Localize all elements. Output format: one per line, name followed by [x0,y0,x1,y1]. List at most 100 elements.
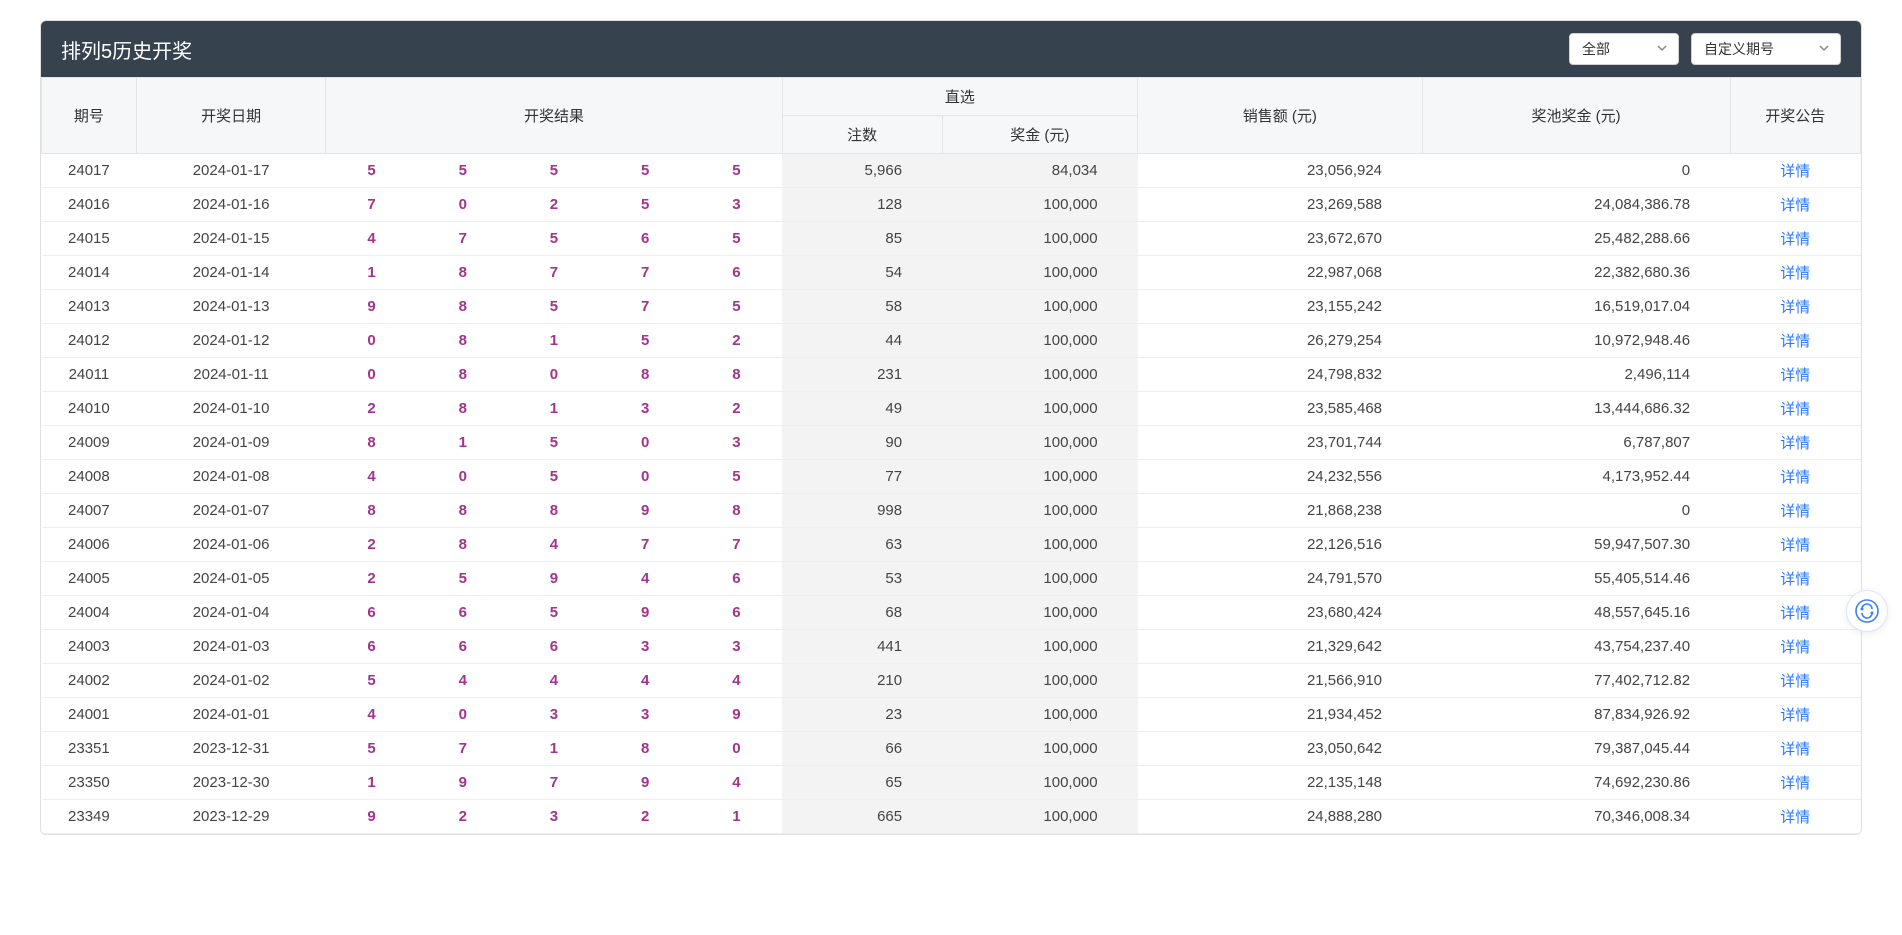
detail-link[interactable]: 详情 [1780,401,1810,418]
detail-link[interactable]: 详情 [1780,673,1810,690]
cell-ball: 4 [326,460,417,494]
cell-ball: 7 [508,256,599,290]
cell-issue: 24004 [42,596,137,630]
cell-sales: 24,232,556 [1138,460,1422,494]
cell-issue: 23350 [42,766,137,800]
cell-detail: 详情 [1730,222,1860,256]
filter-all-select[interactable]: 全部 [1569,33,1679,65]
detail-link[interactable]: 详情 [1780,537,1810,554]
cell-date: 2023-12-29 [136,800,326,834]
detail-link[interactable]: 详情 [1780,605,1810,622]
cell-date: 2024-01-03 [136,630,326,664]
detail-link[interactable]: 详情 [1780,163,1810,180]
cell-ball: 0 [417,188,508,222]
cell-ball: 1 [508,732,599,766]
cell-sales: 22,987,068 [1138,256,1422,290]
filter-custom-label: 自定义期号 [1704,39,1774,59]
cell-ball: 5 [600,188,691,222]
cell-ball: 7 [691,528,782,562]
cell-ball: 2 [691,392,782,426]
detail-link[interactable]: 详情 [1780,299,1810,316]
cell-date: 2024-01-02 [136,664,326,698]
cell-ball: 0 [600,426,691,460]
cell-sales: 23,269,588 [1138,188,1422,222]
cell-detail: 详情 [1730,324,1860,358]
cell-prize: 100,000 [942,324,1138,358]
cell-ball: 9 [326,800,417,834]
cell-detail: 详情 [1730,392,1860,426]
detail-link[interactable]: 详情 [1780,775,1810,792]
detail-link[interactable]: 详情 [1780,333,1810,350]
detail-link[interactable]: 详情 [1780,435,1810,452]
cell-ball: 8 [417,528,508,562]
cell-ball: 7 [600,256,691,290]
cell-pool: 55,405,514.46 [1422,562,1730,596]
cell-prize: 100,000 [942,766,1138,800]
filter-custom-select[interactable]: 自定义期号 [1691,33,1841,65]
detail-link[interactable]: 详情 [1780,367,1810,384]
cell-ball: 5 [691,460,782,494]
detail-link[interactable]: 详情 [1780,469,1810,486]
cell-count: 5,966 [782,154,942,188]
cell-prize: 100,000 [942,664,1138,698]
cell-sales: 23,050,642 [1138,732,1422,766]
cell-detail: 详情 [1730,358,1860,392]
detail-link[interactable]: 详情 [1780,707,1810,724]
cell-issue: 24014 [42,256,137,290]
cell-prize: 84,034 [942,154,1138,188]
cell-pool: 87,834,926.92 [1422,698,1730,732]
lottery-history-panel: 排列5历史开奖 全部 自定义期号 期号 [40,20,1862,835]
detail-link[interactable]: 详情 [1780,197,1810,214]
cell-sales: 23,056,924 [1138,154,1422,188]
cell-sales: 24,798,832 [1138,358,1422,392]
cell-ball: 5 [508,426,599,460]
cell-pool: 16,519,017.04 [1422,290,1730,324]
cell-sales: 21,566,910 [1138,664,1422,698]
cell-pool: 59,947,507.30 [1422,528,1730,562]
detail-link[interactable]: 详情 [1780,809,1810,826]
cell-sales: 24,791,570 [1138,562,1422,596]
cell-count: 49 [782,392,942,426]
cell-ball: 6 [691,256,782,290]
detail-link[interactable]: 详情 [1780,231,1810,248]
cell-pool: 2,496,114 [1422,358,1730,392]
cell-issue: 24013 [42,290,137,324]
cell-count: 68 [782,596,942,630]
cell-ball: 5 [691,222,782,256]
col-result: 开奖结果 [326,78,782,154]
col-pool: 奖池奖金 (元) [1422,78,1730,154]
detail-link[interactable]: 详情 [1780,571,1810,588]
cell-detail: 详情 [1730,664,1860,698]
cell-detail: 详情 [1730,528,1860,562]
cell-ball: 7 [417,732,508,766]
cell-count: 231 [782,358,942,392]
cell-ball: 4 [600,562,691,596]
cell-prize: 100,000 [942,358,1138,392]
cell-ball: 0 [691,732,782,766]
cell-ball: 3 [691,630,782,664]
cell-prize: 100,000 [942,800,1138,834]
cell-ball: 6 [417,630,508,664]
cell-date: 2024-01-10 [136,392,326,426]
cell-ball: 4 [691,766,782,800]
cell-detail: 详情 [1730,562,1860,596]
cell-pool: 0 [1422,154,1730,188]
cell-pool: 77,402,712.82 [1422,664,1730,698]
help-float-button[interactable] [1846,590,1888,632]
cell-ball: 2 [326,562,417,596]
detail-link[interactable]: 详情 [1780,265,1810,282]
cell-ball: 9 [691,698,782,732]
cell-ball: 5 [508,222,599,256]
cell-prize: 100,000 [942,596,1138,630]
cell-ball: 8 [600,358,691,392]
cell-date: 2024-01-16 [136,188,326,222]
cell-count: 441 [782,630,942,664]
detail-link[interactable]: 详情 [1780,639,1810,656]
cell-count: 85 [782,222,942,256]
cell-ball: 8 [417,324,508,358]
cell-issue: 24016 [42,188,137,222]
table-row: 240052024-01-052594653100,00024,791,5705… [42,562,1861,596]
detail-link[interactable]: 详情 [1780,503,1810,520]
cell-prize: 100,000 [942,392,1138,426]
detail-link[interactable]: 详情 [1780,741,1810,758]
